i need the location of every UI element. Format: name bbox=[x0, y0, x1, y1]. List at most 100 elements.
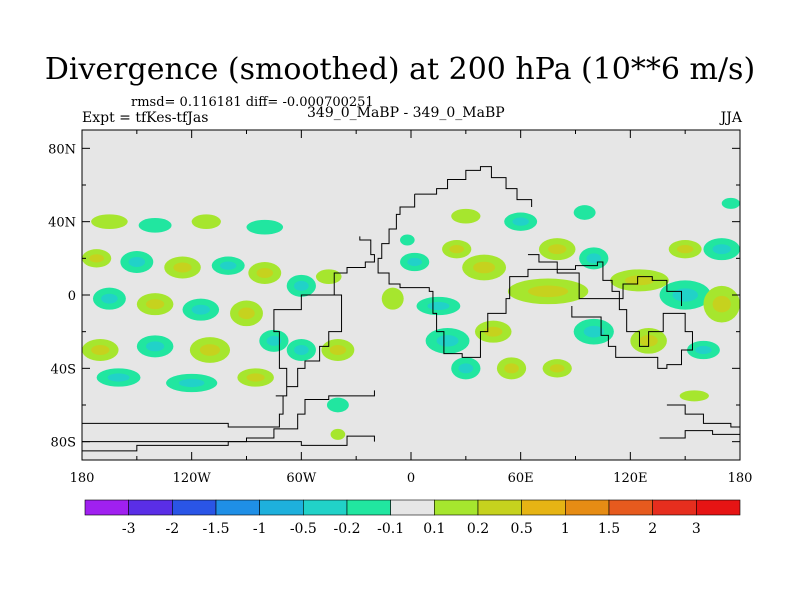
divergence-cell bbox=[679, 390, 709, 402]
colorbar-swatch bbox=[652, 499, 697, 516]
divergence-core bbox=[407, 257, 422, 267]
chart-title: Divergence (smoothed) at 200 hPa (10**6 … bbox=[44, 52, 756, 87]
x-tick-label: 60E bbox=[508, 471, 534, 486]
divergence-core bbox=[548, 244, 567, 255]
divergence-core bbox=[256, 268, 274, 278]
x-tick-label: 60W bbox=[286, 471, 317, 486]
divergence-core bbox=[191, 304, 210, 315]
divergence-core bbox=[145, 341, 165, 352]
divergence-core bbox=[449, 245, 465, 254]
colorbar-swatch bbox=[84, 499, 129, 516]
colorbar-swatch bbox=[390, 499, 435, 516]
colorbar-label: 1 bbox=[561, 521, 570, 537]
divergence-core bbox=[527, 285, 569, 298]
x-tick-label: 0 bbox=[407, 471, 415, 486]
colorbar-swatch bbox=[696, 499, 741, 516]
divergence-cell bbox=[91, 214, 128, 230]
divergence-core bbox=[549, 364, 565, 373]
divergence-core bbox=[107, 373, 130, 382]
coastline bbox=[659, 430, 740, 442]
divergence-core bbox=[695, 345, 712, 355]
divergence-cell bbox=[451, 208, 481, 224]
divergence-cell bbox=[246, 219, 284, 235]
y-tick-label: 80N bbox=[48, 142, 76, 157]
divergence-core bbox=[294, 280, 309, 291]
colorbar-label: 0.5 bbox=[511, 521, 533, 537]
divergence-core bbox=[89, 254, 104, 263]
colorbar-swatch bbox=[346, 499, 391, 516]
divergence-core bbox=[473, 261, 496, 274]
coastline bbox=[527, 254, 683, 306]
colorbar-label: -1.5 bbox=[203, 521, 230, 537]
colorbar-swatch bbox=[608, 499, 653, 516]
y-tick-label: 0 bbox=[68, 289, 76, 304]
divergence-cell bbox=[315, 269, 342, 284]
colorbar-swatch bbox=[303, 499, 348, 516]
colorbar-swatch bbox=[259, 499, 304, 516]
coastline bbox=[82, 294, 343, 428]
divergence-core bbox=[294, 345, 309, 355]
divergence-cell bbox=[573, 205, 596, 220]
divergence-cell bbox=[330, 428, 346, 440]
colorbar-label: 1.5 bbox=[598, 521, 620, 537]
colorbar-label: -0.2 bbox=[334, 521, 361, 537]
colorbar-swatch bbox=[215, 499, 260, 516]
divergence-cell bbox=[721, 197, 740, 209]
divergence-core bbox=[329, 345, 347, 355]
divergence-core bbox=[266, 335, 282, 346]
season-label: JJA bbox=[720, 110, 742, 126]
x-tick-label: 180 bbox=[70, 471, 95, 486]
colorbar-swatch bbox=[477, 499, 522, 516]
coastline bbox=[414, 166, 533, 207]
divergence-cell bbox=[400, 234, 415, 246]
stats-label: rmsd= 0.116181 diff= -0.000700251 bbox=[131, 95, 374, 110]
divergence-core bbox=[199, 344, 220, 356]
colorbar-label: -1 bbox=[253, 521, 267, 537]
divergence-core bbox=[427, 301, 450, 311]
divergence-core bbox=[128, 257, 146, 267]
x-tick-label: 120E bbox=[613, 471, 647, 486]
x-tick-label: 180 bbox=[728, 471, 753, 486]
divergence-core bbox=[712, 244, 731, 255]
coastline bbox=[82, 390, 375, 443]
cases-label: 349_0_MaBP - 349_0_MaBP bbox=[307, 105, 505, 121]
experiment-label: Expt = tfKes-tfJas bbox=[82, 110, 209, 126]
divergence-core bbox=[173, 262, 192, 273]
colorbar-swatch bbox=[128, 499, 173, 516]
divergence-core bbox=[676, 245, 694, 254]
colorbar-swatch bbox=[434, 499, 479, 516]
divergence-cell bbox=[381, 287, 404, 310]
colorbar-swatch bbox=[521, 499, 566, 516]
divergence-core bbox=[436, 335, 459, 347]
coastline bbox=[323, 236, 375, 296]
divergence-core bbox=[458, 363, 474, 374]
y-tick-label: 40N bbox=[48, 216, 76, 231]
divergence-core bbox=[504, 363, 519, 374]
colorbar-label: -0.1 bbox=[377, 521, 404, 537]
divergence-core bbox=[586, 253, 602, 264]
colorbar-label: 2 bbox=[648, 521, 657, 537]
coastline bbox=[377, 194, 693, 369]
divergence-cell bbox=[326, 397, 349, 413]
divergence-core bbox=[101, 293, 118, 304]
colorbar-swatch bbox=[565, 499, 610, 516]
divergence-core bbox=[145, 299, 165, 310]
colorbar-label: -0.5 bbox=[290, 521, 317, 537]
y-tick-label: 80S bbox=[51, 436, 76, 451]
divergence-core bbox=[583, 325, 604, 338]
map-background bbox=[82, 130, 740, 460]
coastline bbox=[82, 435, 375, 452]
divergence-core bbox=[624, 275, 655, 286]
colorbar-swatch bbox=[172, 499, 217, 516]
divergence-core bbox=[246, 373, 265, 382]
divergence-core bbox=[91, 345, 110, 355]
colorbar-label: -2 bbox=[166, 521, 180, 537]
x-tick-label: 120W bbox=[173, 471, 212, 486]
divergence-core bbox=[712, 295, 731, 313]
y-tick-label: 40S bbox=[51, 362, 76, 377]
divergence-core bbox=[178, 378, 205, 388]
divergence-cell bbox=[191, 214, 221, 230]
colorbar-label: -3 bbox=[122, 521, 136, 537]
divergence-cell bbox=[138, 218, 172, 233]
